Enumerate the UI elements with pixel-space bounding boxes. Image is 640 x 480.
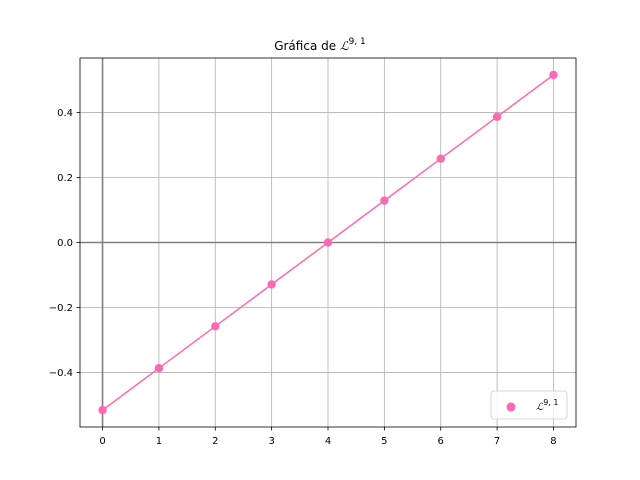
y-tick-label: 0.4 — [57, 108, 73, 119]
y-tick-label: 0.0 — [57, 238, 73, 249]
chart-title-prefix: Gráfica de — [274, 39, 340, 53]
x-tick-label: 7 — [494, 436, 500, 447]
x-tick-label: 0 — [99, 436, 105, 447]
y-tick-labels: −0.4 −0.2 0.0 0.2 0.4 — [49, 108, 73, 379]
y-tick-label: 0.2 — [57, 173, 73, 184]
chart-title: Gráfica de ℒ9, 1 — [274, 37, 366, 53]
y-tick-label: −0.2 — [49, 303, 73, 314]
data-point — [549, 70, 558, 80]
data-point — [98, 405, 107, 415]
series-layer — [98, 70, 558, 415]
legend-label: ℒ9, 1 — [536, 398, 558, 413]
data-point — [380, 196, 389, 205]
tick-marks — [76, 112, 554, 431]
x-tick-label: 2 — [212, 436, 218, 447]
data-point — [211, 322, 220, 331]
data-point — [492, 112, 502, 121]
data-point — [267, 280, 276, 289]
y-tick-label: −0.4 — [49, 368, 73, 379]
x-tick-label: 4 — [325, 436, 331, 447]
x-tick-label: 5 — [381, 436, 387, 447]
legend-label-superscript: 9, 1 — [543, 398, 558, 407]
x-tick-label: 6 — [438, 436, 444, 447]
legend-label-symbol: ℒ — [536, 402, 544, 413]
data-point — [154, 364, 164, 373]
chart-title-symbol: ℒ — [340, 39, 349, 53]
data-point — [436, 154, 445, 163]
data-point — [323, 238, 333, 247]
x-tick-label: 8 — [550, 436, 556, 447]
x-tick-label: 1 — [156, 436, 162, 447]
legend-box — [490, 390, 568, 420]
legend-marker — [506, 402, 516, 412]
x-tick-label: 3 — [268, 436, 274, 447]
chart-title-superscript: 9, 1 — [349, 37, 366, 47]
legend: ℒ9, 1 — [490, 390, 568, 420]
x-tick-labels: 0 1 2 3 4 5 6 7 8 — [99, 436, 556, 447]
